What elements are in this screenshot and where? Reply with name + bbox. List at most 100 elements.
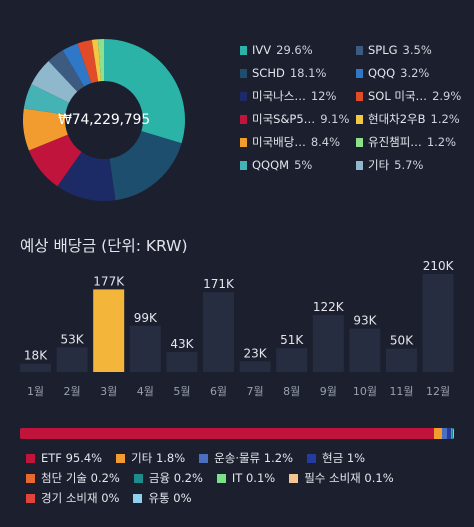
- bar[interactable]: [203, 292, 234, 372]
- legend-name: QQQ: [367, 66, 396, 80]
- legend-item[interactable]: SPLG 3.5%: [355, 43, 470, 57]
- legend-percent: 5%: [294, 158, 313, 172]
- legend-item[interactable]: 미국배당… 8.4%: [240, 134, 356, 150]
- legend-name: SOL 미국…: [367, 89, 428, 103]
- legend-item[interactable]: SOL 미국… 2.9%: [355, 88, 470, 104]
- sector-swatch: [199, 453, 209, 463]
- bar-value-label: 18K: [24, 349, 48, 363]
- legend-percent: 29.6%: [276, 43, 313, 57]
- sector-segment[interactable]: [452, 428, 454, 439]
- bar-value-label: 99K: [134, 311, 158, 325]
- bar[interactable]: [166, 351, 198, 372]
- legend-swatch: [355, 45, 363, 55]
- donut-slice[interactable]: [108, 130, 182, 201]
- donut-slice[interactable]: [23, 108, 69, 151]
- sector-legend-item[interactable]: 운송·물류 1.2%: [199, 450, 293, 466]
- legend-percent: 8.4%: [310, 135, 341, 149]
- donut-slice[interactable]: [103, 39, 185, 144]
- legend-swatch: [240, 45, 247, 55]
- sector-name: 운송·물류: [214, 451, 261, 465]
- sector-stacked-bar[interactable]: [20, 428, 454, 439]
- bar[interactable]: [239, 361, 271, 372]
- holdings-donut-chart[interactable]: ₩74,229,795: [22, 38, 186, 202]
- legend-item[interactable]: QQQM 5%: [240, 158, 356, 172]
- legend-item[interactable]: 유진챔피… 1.2%: [355, 134, 470, 150]
- legend-row: IVV 29.6% SPLG 3.5%: [240, 41, 470, 59]
- month-label: 5월: [173, 385, 190, 398]
- bar[interactable]: [386, 348, 417, 372]
- bar-value-label: 171K: [203, 277, 235, 291]
- sector-segment[interactable]: [441, 428, 448, 439]
- legend-swatch: [355, 68, 363, 78]
- bar[interactable]: [93, 289, 125, 372]
- donut-slice[interactable]: [91, 39, 102, 82]
- sector-swatch: [26, 453, 35, 463]
- legend-swatch: [240, 68, 247, 78]
- bar[interactable]: [276, 348, 308, 372]
- sector-percent: 0.2%: [173, 471, 203, 485]
- sector-swatch: [133, 493, 143, 503]
- sector-segment[interactable]: [20, 428, 435, 439]
- legend-name: 유진챔피…: [367, 135, 422, 149]
- bar[interactable]: [422, 274, 454, 372]
- sector-percent: 95.4%: [65, 451, 103, 465]
- bar-value-label: 53K: [61, 332, 85, 346]
- bar[interactable]: [56, 347, 88, 372]
- legend-percent: 12%: [310, 89, 337, 103]
- sector-legend-item[interactable]: IT 0.1%: [216, 471, 276, 485]
- sector-swatch: [133, 473, 143, 483]
- month-label: 4월: [137, 385, 154, 398]
- legend-swatch: [355, 137, 363, 147]
- donut-slice[interactable]: [48, 50, 85, 92]
- legend-percent: 3.2%: [400, 66, 430, 80]
- donut-slice[interactable]: [57, 151, 116, 201]
- sector-legend-item[interactable]: 유통 0%: [133, 490, 192, 506]
- sector-name: 금융: [148, 471, 171, 485]
- legend-item[interactable]: 미국S&P5… 9.1%: [240, 111, 356, 127]
- bar[interactable]: [349, 328, 381, 372]
- sector-legend-item[interactable]: 첨단 기술 0.2%: [26, 470, 120, 486]
- sector-swatch: [289, 473, 299, 483]
- month-label: 8월: [283, 385, 300, 398]
- legend-percent: 1.2%: [426, 135, 457, 149]
- legend-item[interactable]: QQQ 3.2%: [355, 66, 470, 80]
- sector-legend-item[interactable]: 금융 0.2%: [133, 470, 203, 486]
- donut-slice[interactable]: [23, 84, 70, 116]
- sector-legend-item[interactable]: 필수 소비재 0.1%: [289, 470, 394, 486]
- sector-legend-item[interactable]: ETF 95.4%: [26, 451, 102, 465]
- donut-svg: [23, 39, 185, 201]
- legend-item[interactable]: IVV 29.6%: [240, 43, 356, 57]
- legend-item[interactable]: 현대차2우B 1.2%: [355, 111, 470, 127]
- bar-value-label: 93K: [353, 314, 377, 328]
- sector-name: 유통: [148, 491, 170, 505]
- sector-segment[interactable]: [434, 428, 442, 439]
- legend-swatch: [355, 160, 363, 170]
- donut-slice[interactable]: [77, 39, 99, 84]
- legend-row: QQQM 5% 기타 5.7%: [240, 156, 470, 174]
- donut-slice[interactable]: [62, 43, 92, 87]
- sector-percent: 1%: [346, 451, 366, 465]
- legend-percent: 1.2%: [430, 112, 460, 126]
- sector-segment[interactable]: [451, 428, 453, 439]
- bar-value-label: 122K: [313, 300, 345, 314]
- sector-segment[interactable]: [447, 428, 452, 439]
- legend-name: 기타: [367, 158, 390, 172]
- donut-slice[interactable]: [31, 60, 78, 104]
- sector-percent: 1.8%: [155, 451, 186, 465]
- legend-percent: 3.5%: [402, 43, 432, 57]
- bar[interactable]: [129, 325, 161, 372]
- legend-item[interactable]: SCHD 18.1%: [240, 66, 356, 80]
- sector-legend-item[interactable]: 현금 1%: [307, 450, 365, 466]
- bar[interactable]: [312, 315, 344, 372]
- sector-legend-item[interactable]: 기타 1.8%: [116, 450, 185, 466]
- total-value: ₩74,229,795: [58, 112, 150, 128]
- sector-legend-item[interactable]: 경기 소비재 0%: [26, 490, 119, 506]
- legend-item[interactable]: 기타 5.7%: [355, 157, 470, 173]
- sector-percent: 0.1%: [245, 471, 276, 485]
- legend-name: 미국나스…: [252, 89, 306, 103]
- sector-swatch: [26, 473, 35, 483]
- donut-slice[interactable]: [28, 133, 83, 187]
- bar-value-label: 51K: [280, 333, 304, 347]
- legend-item[interactable]: 미국나스… 12%: [240, 88, 356, 104]
- bar[interactable]: [20, 363, 51, 372]
